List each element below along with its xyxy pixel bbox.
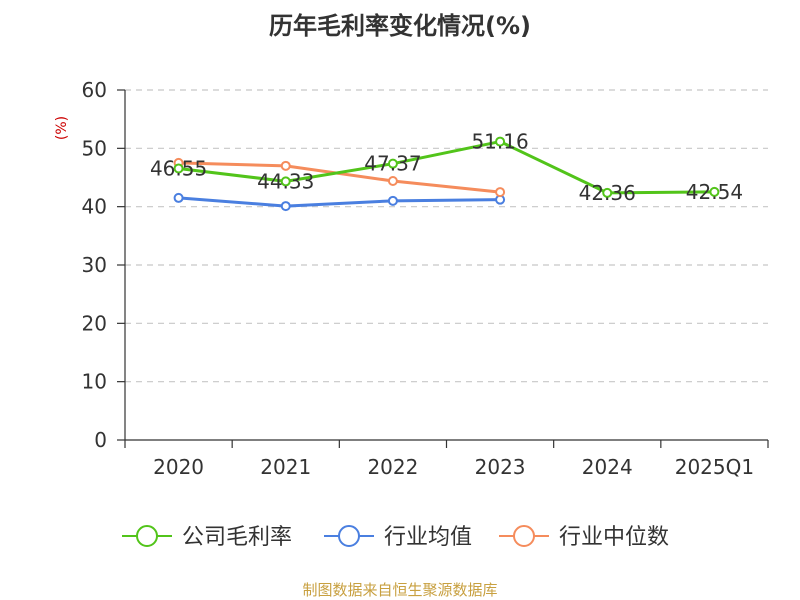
legend-label: 公司毛利率 (182, 525, 292, 550)
data-point (495, 136, 506, 147)
x-tick-label: 2024 (582, 455, 633, 479)
y-tick-label: 20 (82, 311, 107, 335)
data-label: 47.37 (364, 152, 421, 176)
data-point (387, 195, 398, 206)
data-point (173, 163, 184, 174)
y-tick-label: 50 (82, 136, 107, 160)
data-point (280, 160, 291, 171)
x-tick-label: 2022 (367, 455, 418, 479)
data-label: 51.16 (471, 130, 528, 154)
y-tick-label: 40 (82, 195, 107, 219)
series-lines (173, 136, 720, 212)
y-tick-label: 30 (82, 253, 107, 277)
data-label: 42.54 (686, 180, 743, 204)
data-point (387, 158, 398, 169)
x-tick-label: 2025Q1 (675, 455, 754, 479)
series-line-1 (178, 196, 501, 208)
grid-lines (125, 89, 768, 383)
y-tick-label: 60 (82, 78, 107, 102)
axes: 0 10 20 30 40 50 60 2020 2021 2022 2023 2024 2025Q1 (82, 78, 769, 479)
data-point (602, 187, 613, 198)
y-tick-label: 0 (94, 428, 107, 452)
data-point (280, 201, 291, 212)
series-line-0 (178, 140, 715, 195)
legend: 公司毛利率 行业均值 行业中位数 (122, 525, 669, 550)
legend-marker (338, 525, 360, 547)
chart-title: 历年毛利率变化情况(%) (269, 12, 531, 40)
legend-label: 行业中位数 (559, 525, 669, 550)
legend-label: 行业均值 (384, 525, 472, 550)
x-tick-label: 2023 (475, 455, 526, 479)
y-axis-label: (%) (54, 116, 70, 140)
y-tick-label: 10 (82, 370, 107, 394)
source-note: 制图数据来自恒生聚源数据库 (302, 581, 497, 599)
legend-marker (513, 525, 535, 547)
x-tick-label: 2021 (260, 455, 311, 479)
data-point (280, 176, 291, 187)
data-point (173, 192, 184, 203)
legend-marker (136, 525, 158, 547)
data-labels: 46.55 44.33 47.37 51.16 42.36 42.54 (150, 130, 743, 205)
data-label: 44.33 (257, 169, 314, 193)
series-line-2 (178, 161, 501, 194)
data-label: 42.36 (579, 181, 636, 205)
data-label: 46.55 (150, 156, 207, 180)
x-tick-label: 2020 (153, 455, 204, 479)
data-point (495, 187, 506, 198)
data-point (709, 186, 720, 197)
data-point (387, 176, 398, 186)
